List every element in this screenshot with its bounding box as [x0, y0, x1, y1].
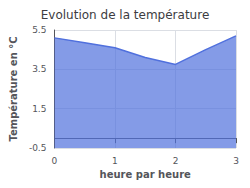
svg-text:-0.5: -0.5 — [29, 143, 47, 153]
svg-text:Evolution de la température: Evolution de la température — [41, 8, 210, 22]
svg-text:heure par heure: heure par heure — [100, 169, 191, 180]
svg-text:0: 0 — [52, 156, 58, 166]
svg-text:1.5: 1.5 — [32, 104, 46, 114]
svg-text:3.5: 3.5 — [32, 64, 46, 74]
svg-text:1: 1 — [112, 156, 118, 166]
svg-text:Température en °C: Température en °C — [8, 36, 19, 141]
svg-text:3: 3 — [233, 156, 239, 166]
svg-text:2: 2 — [173, 156, 179, 166]
svg-text:5.5: 5.5 — [32, 25, 46, 35]
